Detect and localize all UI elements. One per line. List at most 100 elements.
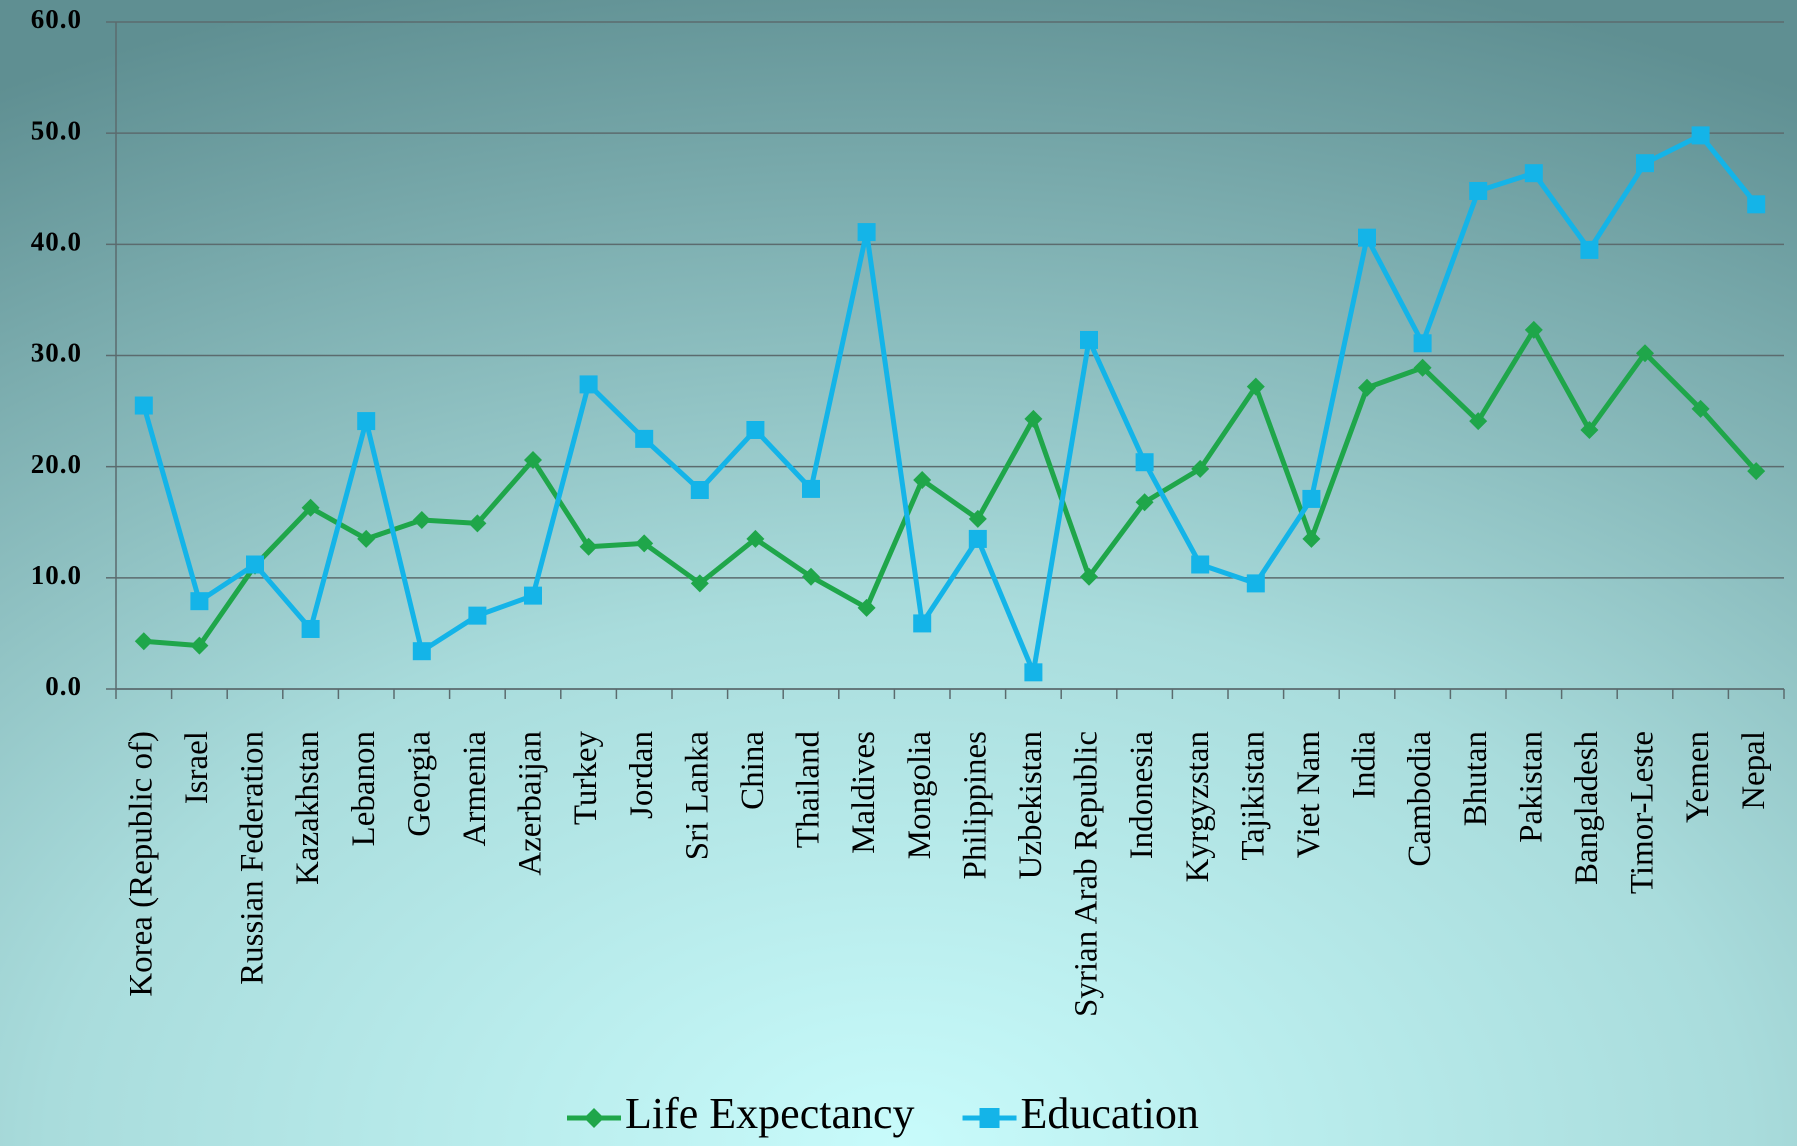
x-tick-label: Korea (Republic of) <box>123 731 159 997</box>
x-tick-label: Kyrgyzstan <box>1180 731 1216 883</box>
x-tick-label: Mongolia <box>902 731 938 860</box>
data-point <box>1302 489 1321 508</box>
x-tick-label: Bangladesh <box>1569 731 1605 885</box>
x-tick-label: Bhutan <box>1458 731 1494 826</box>
data-point <box>802 567 820 586</box>
x-tick-label: Kazakhstan <box>290 731 326 885</box>
legend-marker <box>979 1108 1000 1128</box>
data-point <box>968 509 987 528</box>
x-tick-label: Syrian Arab Republic <box>1069 731 1105 1017</box>
data-point <box>301 619 320 638</box>
data-point <box>579 537 598 556</box>
data-point <box>635 534 654 553</box>
x-tick-label: Yemen <box>1680 731 1716 823</box>
data-point <box>190 636 209 655</box>
data-point <box>1524 320 1543 339</box>
legend-marker <box>584 1108 604 1128</box>
y-tick-label: 10.0 <box>31 560 82 590</box>
data-point <box>802 479 820 498</box>
data-point <box>1413 358 1432 377</box>
x-tick-label: Timor-Leste <box>1625 731 1661 894</box>
data-point <box>1413 334 1432 353</box>
x-tick-label: Lebanon <box>346 731 382 846</box>
x-tick-label: Philippines <box>957 731 993 880</box>
x-tick-label: Georgia <box>401 731 437 837</box>
data-point <box>1747 195 1766 214</box>
data-point <box>1246 377 1265 396</box>
data-point <box>524 450 542 469</box>
data-point <box>134 632 153 651</box>
data-point <box>412 511 431 530</box>
data-point <box>1246 574 1265 593</box>
x-tick-label: Uzbekistan <box>1013 731 1049 879</box>
x-tick-label: Azerbaijan <box>513 731 549 876</box>
legend-label: Life Expectancy <box>625 1089 915 1138</box>
data-point <box>1469 412 1488 431</box>
x-tick-label: Maldives <box>846 731 882 854</box>
data-point <box>913 471 932 490</box>
x-tick-label: Viet Nam <box>1291 731 1327 859</box>
data-point <box>1691 399 1710 418</box>
x-tick-label: Tajikistan <box>1235 731 1271 861</box>
data-point <box>690 574 709 593</box>
y-tick-label: 0.0 <box>45 671 82 701</box>
x-tick-label: India <box>1347 731 1383 799</box>
x-tick-label: Thailand <box>791 731 827 849</box>
y-tick-label: 40.0 <box>31 227 82 257</box>
data-point <box>1524 164 1543 183</box>
data-point <box>1747 462 1766 481</box>
data-point <box>1469 181 1488 200</box>
x-tick-label: Pakistan <box>1513 731 1549 843</box>
x-tick-label: Jordan <box>624 731 660 819</box>
series-line <box>141 132 1759 675</box>
data-point <box>246 555 264 574</box>
data-point <box>1135 453 1154 472</box>
x-tick-label: Russian Federation <box>235 731 271 985</box>
x-tick-label: Armenia <box>457 731 493 847</box>
x-tick-label: Turkey <box>568 731 604 826</box>
data-point <box>1580 240 1599 259</box>
data-point <box>746 420 765 439</box>
y-tick-label: 60.0 <box>31 4 82 34</box>
data-point <box>468 514 487 533</box>
data-point <box>1191 459 1210 478</box>
legend-label: Education <box>1021 1089 1199 1138</box>
data-point <box>134 396 153 415</box>
data-point <box>1024 409 1043 428</box>
y-tick-label: 30.0 <box>31 338 82 368</box>
data-point <box>913 614 932 633</box>
data-point <box>1302 529 1321 548</box>
data-point <box>746 529 765 548</box>
data-point <box>1358 378 1376 397</box>
data-point <box>579 375 598 394</box>
data-point <box>1636 344 1654 363</box>
data-point <box>1636 154 1654 173</box>
data-point <box>190 592 209 611</box>
data-point <box>412 642 431 661</box>
x-tick-label: Israel <box>179 731 215 804</box>
data-point <box>690 481 709 500</box>
data-point <box>857 223 876 242</box>
y-tick-label: 20.0 <box>31 449 82 479</box>
x-tick-label: Sri Lanka <box>679 731 715 861</box>
data-point <box>357 529 376 548</box>
data-point <box>1080 330 1098 349</box>
x-tick-label: Indonesia <box>1124 731 1160 860</box>
data-point <box>524 586 542 605</box>
data-point <box>1580 420 1599 439</box>
series-line <box>143 327 1759 649</box>
data-point <box>1358 228 1376 247</box>
data-point <box>1691 126 1710 145</box>
x-tick-label: Nepal <box>1736 731 1772 810</box>
data-point <box>1191 555 1210 574</box>
x-tick-label: Cambodia <box>1402 731 1438 867</box>
x-tick-label: China <box>735 731 771 810</box>
data-point <box>635 429 654 448</box>
data-point <box>301 498 320 517</box>
data-point <box>468 606 487 625</box>
data-point <box>1135 493 1154 512</box>
data-point <box>1080 567 1098 586</box>
